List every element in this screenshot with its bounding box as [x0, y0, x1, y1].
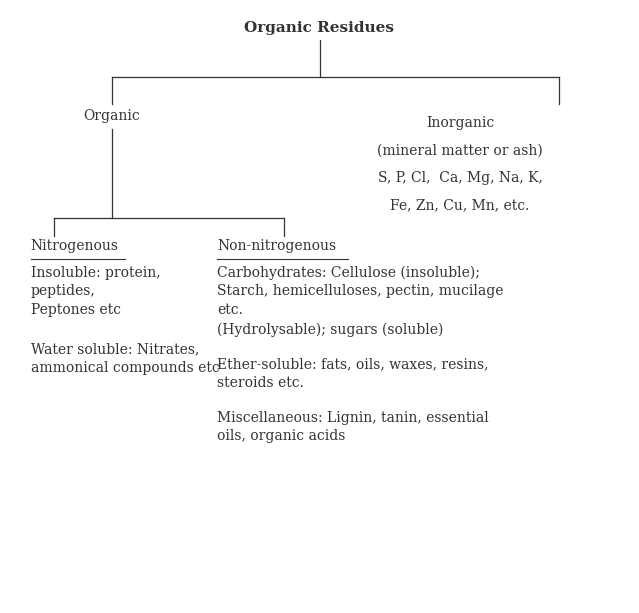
Text: Insoluble: protein,: Insoluble: protein, — [31, 266, 160, 280]
Text: S, P, Cl,  Ca, Mg, Na, K,: S, P, Cl, Ca, Mg, Na, K, — [378, 171, 543, 185]
Text: Miscellaneous: Lignin, tanin, essential: Miscellaneous: Lignin, tanin, essential — [217, 411, 489, 425]
Text: Fe, Zn, Cu, Mn, etc.: Fe, Zn, Cu, Mn, etc. — [390, 199, 530, 212]
Text: peptides,: peptides, — [31, 284, 95, 298]
Text: Ether-soluble: fats, oils, waxes, resins,: Ether-soluble: fats, oils, waxes, resins… — [217, 358, 489, 371]
Text: ammonical compounds etc: ammonical compounds etc — [31, 361, 219, 375]
Text: Peptones etc: Peptones etc — [31, 303, 121, 316]
Text: Organic Residues: Organic Residues — [245, 21, 394, 34]
Text: Nitrogenous: Nitrogenous — [31, 240, 119, 253]
Text: Starch, hemicelluloses, pectin, mucilage: Starch, hemicelluloses, pectin, mucilage — [217, 284, 504, 298]
Text: Carbohydrates: Cellulose (insoluble);: Carbohydrates: Cellulose (insoluble); — [217, 265, 480, 280]
Text: Inorganic: Inorganic — [426, 116, 494, 129]
Text: Organic: Organic — [84, 110, 140, 123]
Text: (Hydrolysable); sugars (soluble): (Hydrolysable); sugars (soluble) — [217, 322, 443, 337]
Text: etc.: etc. — [217, 303, 243, 316]
Text: Water soluble: Nitrates,: Water soluble: Nitrates, — [31, 343, 199, 356]
Text: steroids etc.: steroids etc. — [217, 376, 304, 390]
Text: oils, organic acids: oils, organic acids — [217, 430, 346, 443]
Text: Non-nitrogenous: Non-nitrogenous — [217, 240, 336, 253]
Text: (mineral matter or ash): (mineral matter or ash) — [377, 143, 543, 157]
